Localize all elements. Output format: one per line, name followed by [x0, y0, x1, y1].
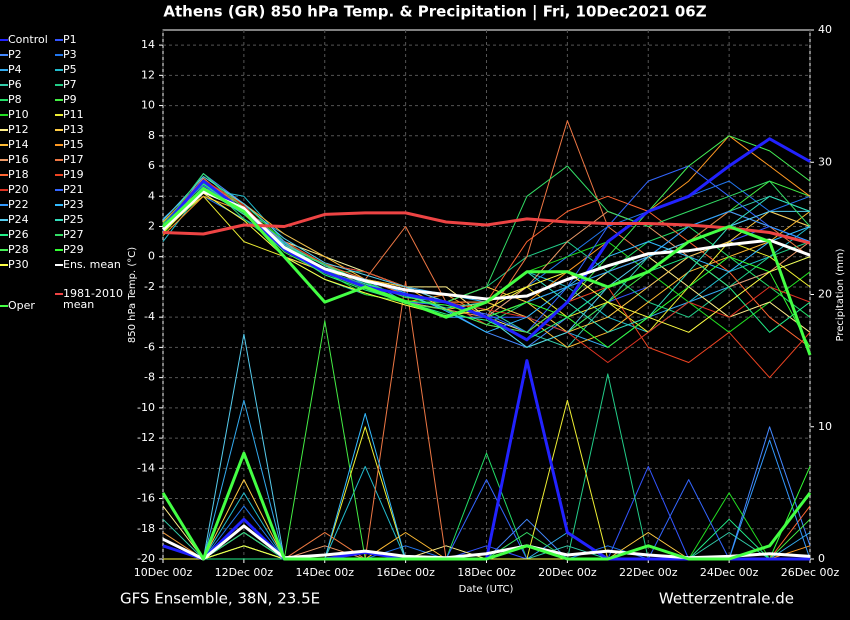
y-tick-label: 12 — [141, 68, 155, 81]
x-axis-label: Date (UTC) — [459, 584, 514, 595]
x-tick-label: 26Dec 00z — [781, 566, 840, 579]
legend-entry: P29 — [63, 243, 84, 256]
y-tick-label: 0 — [148, 250, 155, 263]
legend-entry: P26 — [8, 228, 29, 241]
legend-entry: Ens. mean — [63, 258, 121, 271]
y-tick-label: 8 — [148, 129, 155, 142]
y-tick-label: -6 — [144, 340, 155, 353]
legend-entry: P10 — [8, 108, 29, 121]
y2-tick-label: 20 — [818, 288, 832, 301]
y-tick-label: -14 — [137, 461, 155, 474]
y-tick-label: 6 — [148, 159, 155, 172]
y2-tick-label: 40 — [818, 23, 832, 36]
precip-line — [161, 451, 812, 561]
legend-entry: P24 — [8, 213, 29, 226]
legend-entry: P3 — [63, 48, 77, 61]
x-tick-label: 14Dec 00z — [295, 566, 354, 579]
legend-entry: P20 — [8, 183, 29, 196]
x-tick-label: 24Dec 00z — [700, 566, 759, 579]
legend-entry: P4 — [8, 63, 22, 76]
legend-entry: P7 — [63, 78, 77, 91]
y-tick-label: -8 — [144, 371, 155, 384]
chart-title: Athens (GR) 850 hPa Temp. & Precipitatio… — [163, 3, 706, 22]
legend-entry: P13 — [63, 123, 84, 136]
legend-entry: P23 — [63, 198, 84, 211]
y-tick-label: -18 — [137, 522, 155, 535]
x-tick-label: 20Dec 00z — [538, 566, 597, 579]
temp-line — [161, 190, 811, 301]
legend-entry: P15 — [63, 138, 84, 151]
source: Wetterzentrale.de — [659, 590, 794, 608]
y2-axis-label: Precipitation (mm) — [835, 248, 846, 341]
legend-entry: P16 — [8, 153, 29, 166]
legend-entry: Oper — [8, 299, 35, 312]
legend-entry: P21 — [63, 183, 84, 196]
x-tick-label: 18Dec 00z — [457, 566, 516, 579]
temp-line — [162, 211, 811, 245]
legend-entry: P1 — [63, 33, 77, 46]
x-tick-label: 12Dec 00z — [215, 566, 274, 579]
legend-entry: P25 — [63, 213, 84, 226]
y-axis-label: 850 hPa Temp. (°C) — [127, 247, 138, 343]
legend-entry: P8 — [8, 93, 22, 106]
legend-entry: P27 — [63, 228, 84, 241]
legend-entry: P19 — [63, 168, 84, 181]
precip-line — [163, 492, 810, 560]
y-tick-label: 2 — [148, 219, 155, 232]
legend-entry: P17 — [63, 153, 84, 166]
y-tick-label: -20 — [137, 552, 155, 565]
y-tick-label: -16 — [137, 492, 155, 505]
legend-entry: P14 — [8, 138, 29, 151]
legend-entry: P30 — [8, 258, 29, 271]
x-tick-label: 22Dec 00z — [619, 566, 678, 579]
temp-line — [161, 187, 812, 356]
y2-tick-label: 10 — [818, 420, 832, 433]
legend-entry: P28 — [8, 243, 29, 256]
legend-entry: 1981-2010 mean — [63, 287, 123, 311]
legend-entry: P9 — [63, 93, 77, 106]
y2-tick-label: 0 — [818, 552, 825, 565]
legend-entry: P11 — [63, 108, 84, 121]
y-tick-label: -10 — [137, 401, 155, 414]
subtitle: GFS Ensemble, 38N, 23.5E — [120, 590, 320, 608]
y2-tick-label: 30 — [818, 155, 832, 168]
legend-entry: P2 — [8, 48, 22, 61]
precip-line — [163, 373, 810, 560]
temp-line — [161, 137, 811, 342]
temp-line — [162, 192, 811, 333]
legend-entry: P18 — [8, 168, 29, 181]
y-tick-label: 4 — [148, 189, 155, 202]
legend-entry: P12 — [8, 123, 29, 136]
y-tick-label: -2 — [144, 280, 155, 293]
legend-entry: P6 — [8, 78, 22, 91]
precip-line — [162, 524, 811, 561]
temp-line — [162, 135, 811, 333]
y-tick-label: 10 — [141, 99, 155, 112]
x-tick-label: 10Dec 00z — [134, 566, 193, 579]
legend-entry: P22 — [8, 198, 29, 211]
legend-entry: P5 — [63, 63, 77, 76]
y-tick-label: 14 — [141, 38, 155, 51]
y-tick-label: -4 — [144, 310, 155, 323]
y-tick-label: -12 — [137, 431, 155, 444]
legend-entry: Control — [8, 33, 48, 46]
x-tick-label: 16Dec 00z — [376, 566, 435, 579]
